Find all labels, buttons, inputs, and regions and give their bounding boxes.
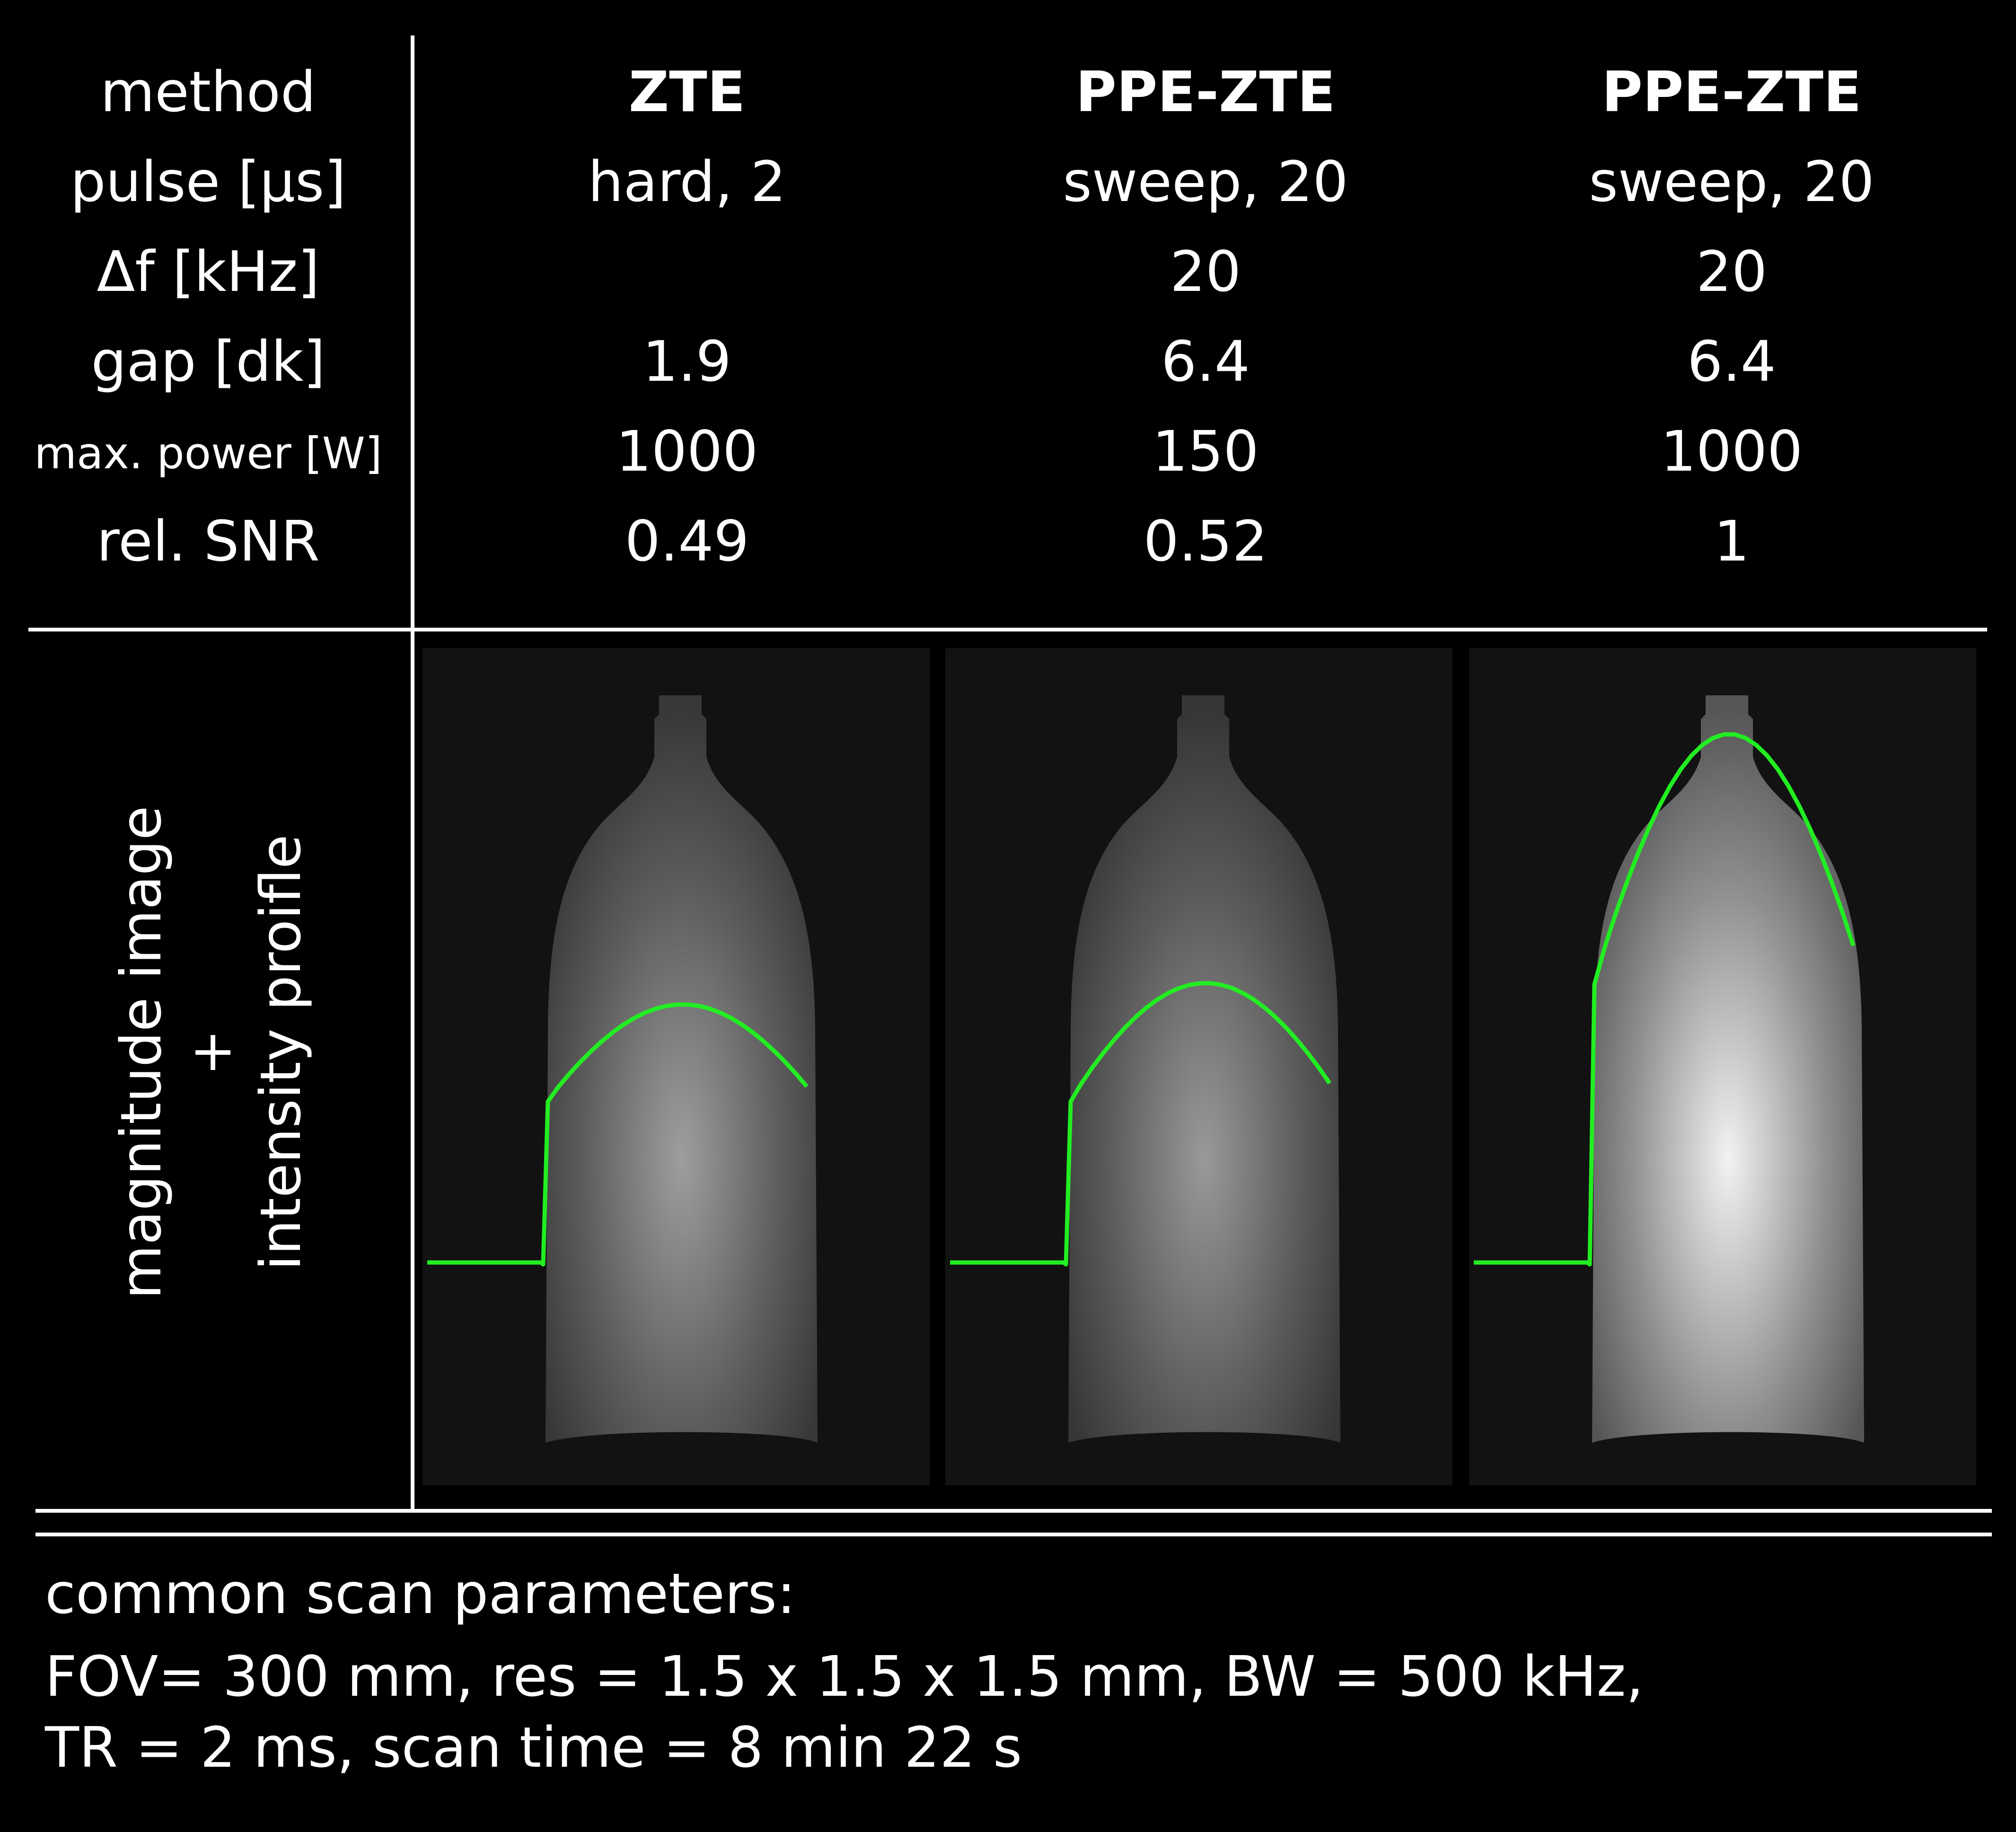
col1-method: ZTE [628,59,746,124]
row-label-pulse: pulse [µs] [70,149,346,214]
intensity-profile [1474,732,1856,1267]
image-row-label: magnitude image + intensity proifle [106,769,319,1336]
bottom-divider-1 [35,1509,1992,1513]
col2-pulse: sweep, 20 [1063,149,1348,214]
image-row-label-line1: magnitude image [108,806,174,1299]
table-vertical-divider [411,35,414,1509]
common-params-heading: common scan parameters: [45,1561,796,1626]
col3-method: PPE-ZTE [1602,59,1862,124]
col2-df: 20 [1170,239,1241,304]
table-horizontal-divider [28,628,1987,631]
row-label-method: method [100,59,316,124]
col3-snr: 1 [1714,508,1750,574]
col3-pulse: sweep, 20 [1589,149,1875,214]
intensity-profile [427,1002,809,1267]
col3-power: 1000 [1660,419,1803,484]
magnitude-image-3 [1469,648,1976,1485]
col1-snr: 0.49 [625,508,749,574]
magnitude-image-2 [945,648,1453,1485]
row-label-df: Δf [kHz] [97,239,320,304]
col2-method: PPE-ZTE [1075,59,1336,124]
col1-gap: 1.9 [643,329,731,394]
image-row-label-line2: + [178,1029,244,1076]
col2-gap: 6.4 [1161,329,1250,394]
magnitude-image-1 [423,648,930,1485]
bottle-phantom [1068,695,1340,1443]
common-params-line2: TR = 2 ms, scan time = 8 min 22 s [45,1715,1022,1780]
col2-power: 150 [1152,419,1259,484]
bottle-phantom [546,695,818,1443]
col1-power: 1000 [616,419,758,484]
col1-pulse: hard, 2 [588,149,786,214]
bottom-divider-2 [35,1533,1992,1536]
row-label-snr: rel. SNR [97,508,320,574]
common-params-line1: FOV= 300 mm, res = 1.5 x 1.5 x 1.5 mm, B… [45,1644,1644,1709]
image-row-label-line3: intensity proifle [248,834,313,1271]
row-label-power: max. power [W] [34,428,382,479]
col2-snr: 0.52 [1143,508,1268,574]
col3-gap: 6.4 [1687,329,1776,394]
col3-df: 20 [1696,239,1768,304]
intensity-profile [950,981,1331,1267]
bottle-phantom [1592,695,1864,1443]
row-label-gap: gap [dk] [91,329,326,394]
